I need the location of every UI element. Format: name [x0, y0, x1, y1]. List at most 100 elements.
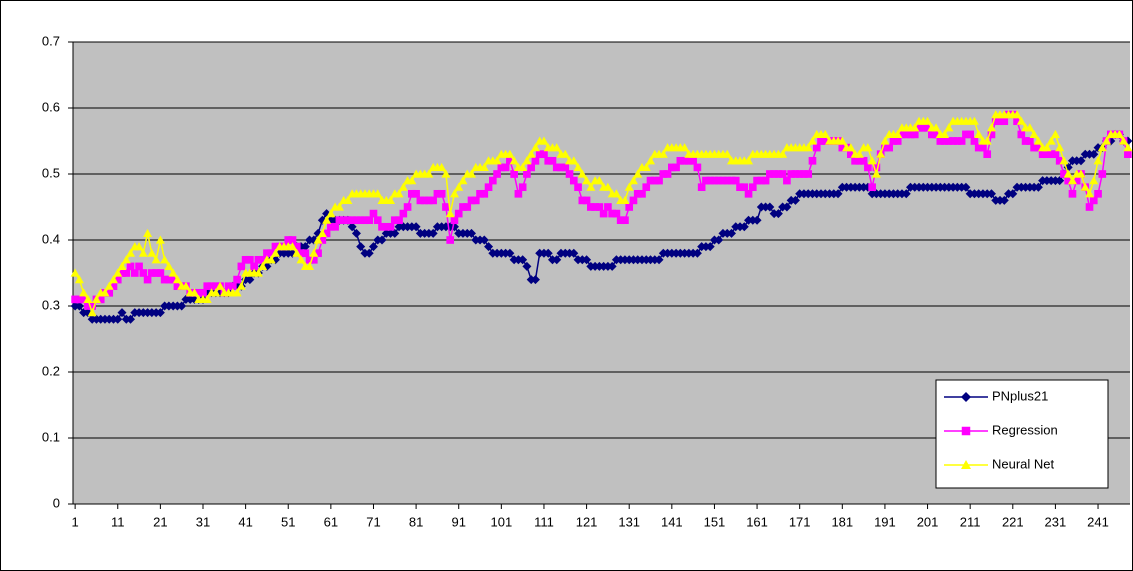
data-point	[944, 123, 954, 132]
x-tick-label: 61	[324, 514, 338, 529]
data-point	[326, 209, 336, 218]
data-point	[837, 136, 847, 145]
data-point	[91, 294, 101, 303]
data-point	[628, 176, 638, 185]
data-point	[1089, 149, 1099, 159]
data-point	[970, 137, 979, 145]
data-point	[126, 248, 136, 257]
data-point	[215, 281, 225, 290]
data-point	[287, 242, 297, 251]
data-point	[428, 228, 438, 238]
data-point	[1068, 189, 1077, 198]
x-tick-label: 181	[831, 514, 853, 529]
data-point	[245, 275, 255, 285]
data-point	[373, 216, 382, 225]
data-point	[961, 182, 971, 192]
data-point	[582, 176, 592, 185]
data-point	[986, 189, 996, 199]
data-point	[394, 189, 404, 198]
data-point	[522, 261, 532, 271]
data-point	[1089, 176, 1099, 185]
data-point	[301, 249, 310, 258]
data-point	[569, 248, 579, 258]
data-point	[560, 149, 570, 158]
x-tick-label: 221	[1002, 514, 1024, 529]
data-point	[309, 248, 319, 257]
data-point	[1063, 169, 1073, 178]
data-point	[1119, 136, 1129, 145]
data-point	[143, 228, 153, 237]
data-point	[334, 202, 344, 211]
data-point	[181, 281, 191, 290]
data-point	[629, 196, 638, 205]
data-point	[859, 156, 868, 165]
x-tick-label: 71	[366, 514, 380, 529]
data-point	[87, 308, 97, 317]
data-point	[1124, 150, 1132, 159]
data-point	[864, 163, 872, 172]
x-tick-label: 1	[72, 514, 79, 529]
data-point	[812, 143, 821, 152]
data-point	[100, 288, 110, 297]
data-point	[531, 156, 540, 165]
data-point	[663, 170, 672, 178]
data-point	[237, 262, 246, 271]
data-point	[1085, 203, 1094, 211]
data-point	[999, 195, 1009, 205]
data-point	[395, 216, 403, 225]
data-point	[386, 222, 395, 231]
data-point	[463, 203, 472, 211]
data-point	[1055, 176, 1065, 186]
data-point	[901, 189, 911, 199]
data-point	[399, 209, 408, 218]
data-point	[871, 169, 881, 178]
data-point	[424, 169, 434, 178]
data-point	[518, 183, 527, 192]
data-point	[620, 195, 630, 204]
data-point	[74, 301, 84, 311]
y-tick-label: 0.7	[42, 33, 60, 48]
data-point	[83, 294, 93, 303]
data-point	[253, 268, 263, 277]
data-point	[155, 235, 165, 244]
data-point	[122, 269, 131, 277]
data-point	[126, 262, 135, 271]
data-point	[407, 176, 417, 185]
data-point	[441, 169, 451, 178]
y-tick-label: 0	[53, 495, 60, 510]
data-point	[782, 202, 792, 212]
data-point	[804, 170, 813, 178]
data-point	[322, 215, 332, 224]
legend-marker	[961, 460, 971, 469]
data-point	[266, 255, 276, 264]
legend-marker	[961, 392, 971, 402]
data-point	[1000, 117, 1009, 126]
data-point	[113, 314, 123, 324]
data-point	[480, 189, 489, 198]
data-point	[530, 143, 540, 152]
y-tick-label: 0.2	[42, 363, 60, 378]
data-point	[445, 209, 455, 218]
x-tick-label: 31	[196, 514, 210, 529]
data-point	[1029, 129, 1039, 138]
data-point	[569, 176, 578, 185]
data-point	[1046, 136, 1056, 145]
data-point	[79, 288, 89, 297]
data-point	[552, 143, 562, 152]
data-point	[1076, 156, 1086, 166]
data-point	[139, 269, 148, 277]
data-point	[74, 275, 84, 284]
data-point	[910, 130, 919, 139]
data-point	[300, 242, 310, 252]
x-tick-label: 211	[960, 514, 981, 529]
data-point	[582, 255, 592, 265]
data-point	[411, 222, 421, 232]
data-point	[1085, 189, 1095, 198]
data-point	[752, 215, 762, 225]
legend-label: Neural Net	[992, 456, 1055, 471]
data-point	[638, 189, 646, 198]
data-point	[390, 228, 400, 238]
data-point	[530, 275, 540, 285]
data-point	[449, 189, 459, 198]
